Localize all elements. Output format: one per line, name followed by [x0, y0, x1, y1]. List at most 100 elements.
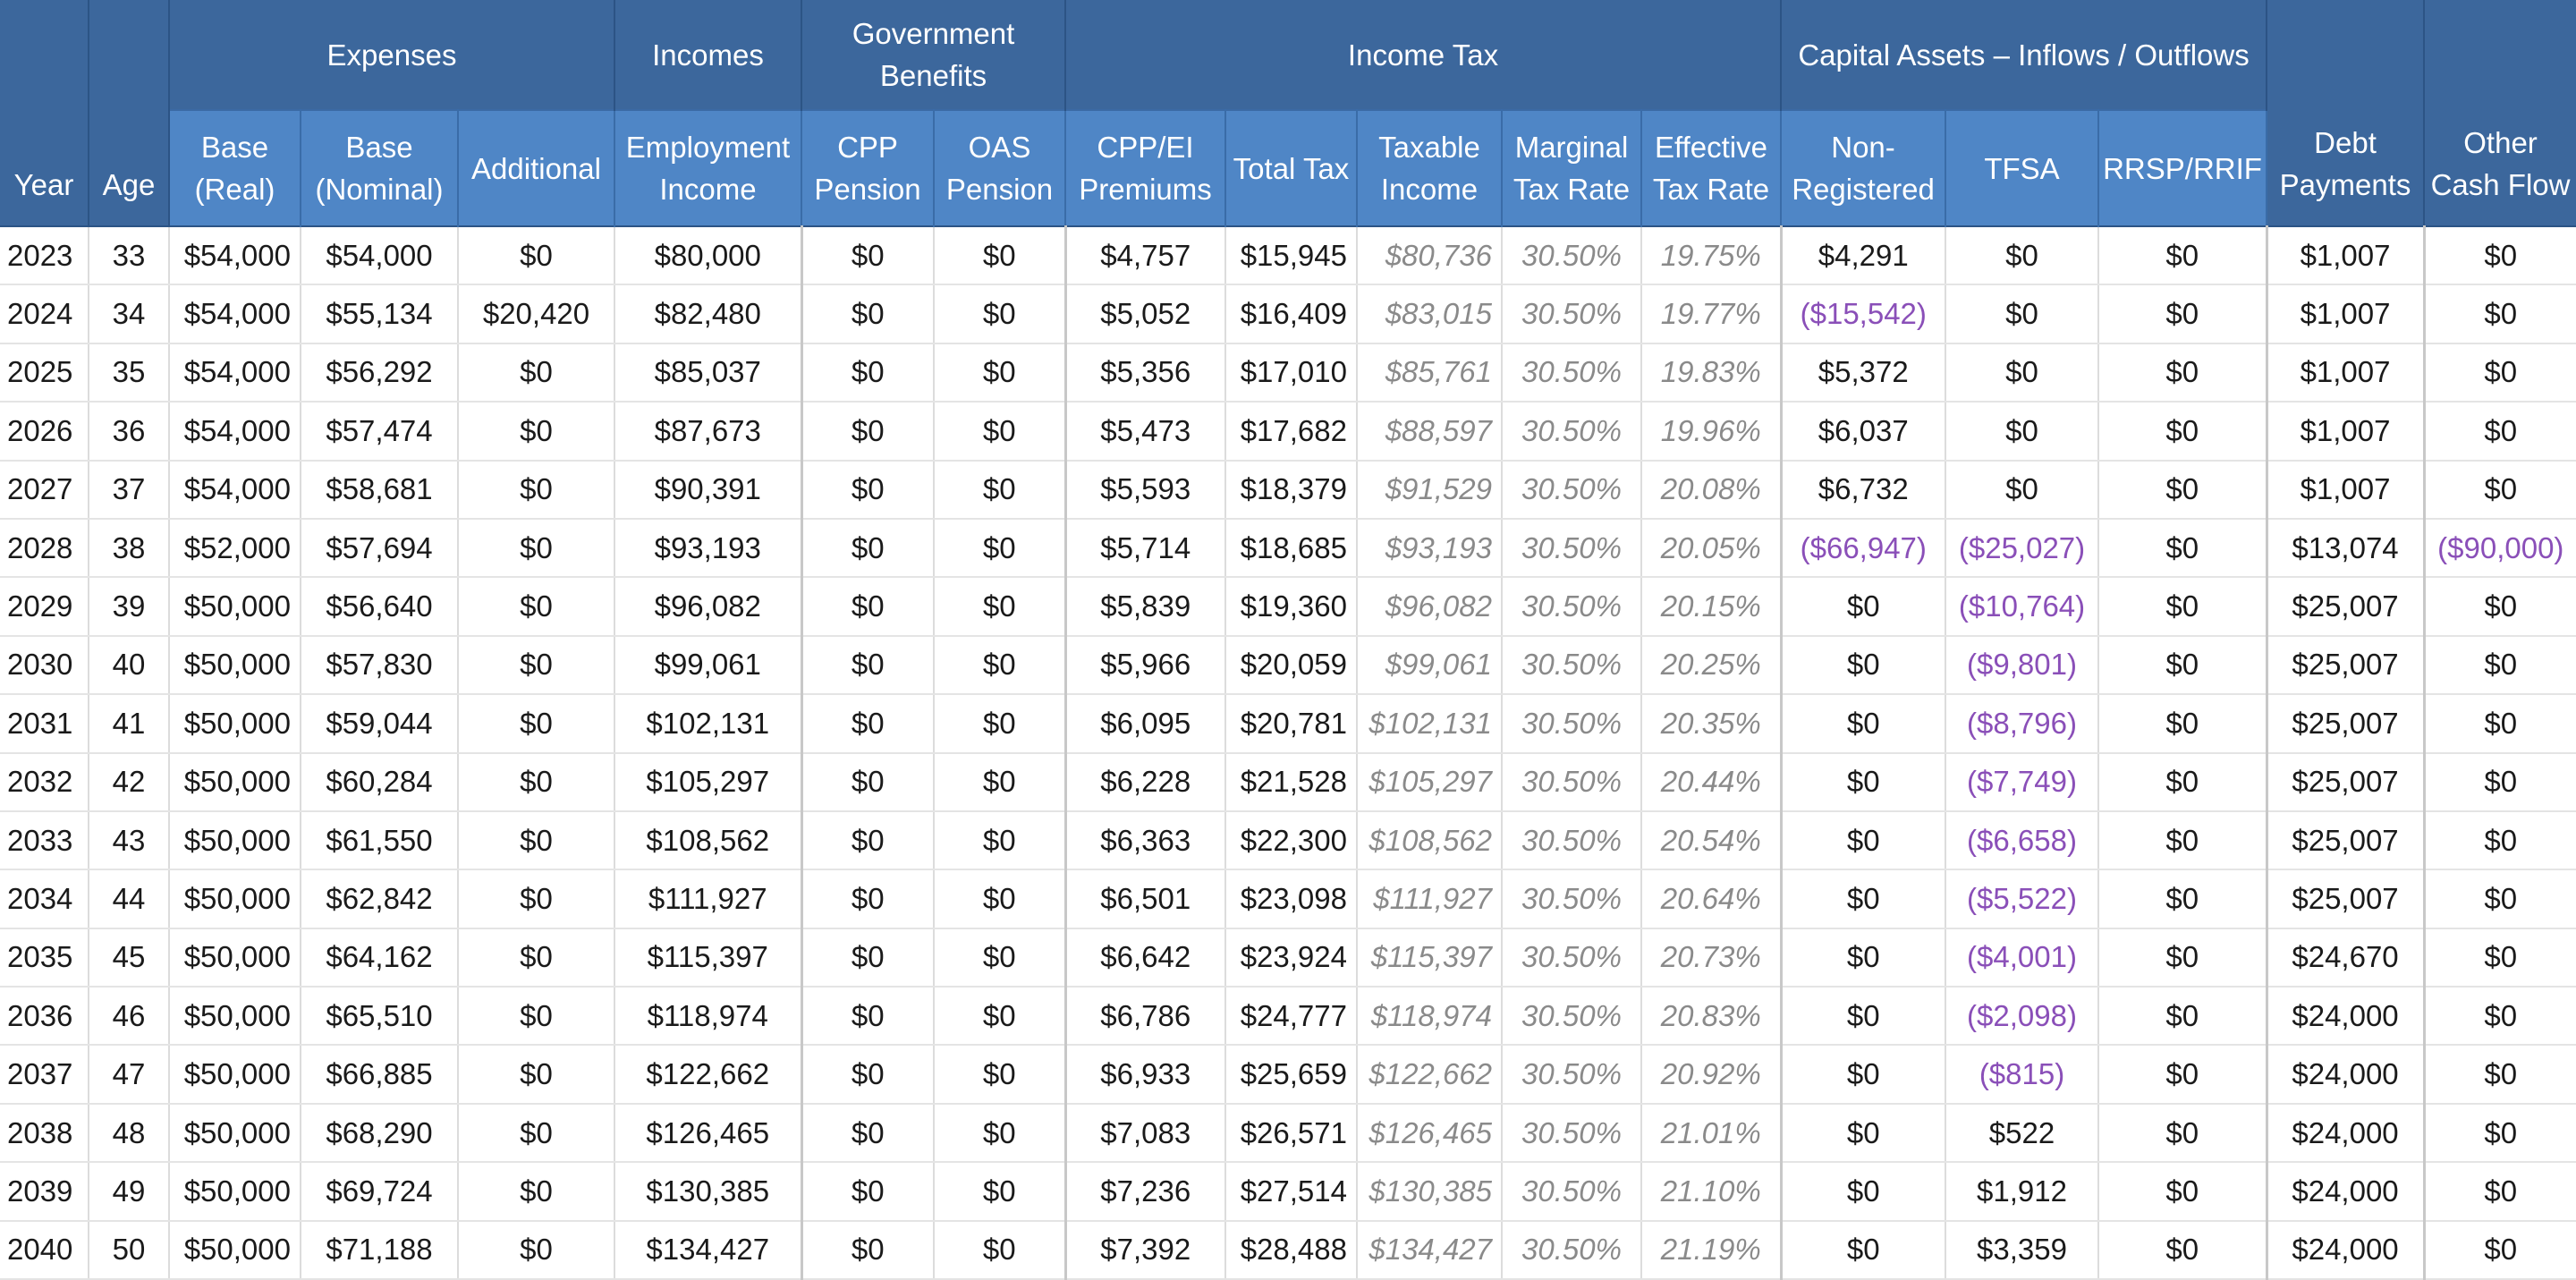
cell-marginal-tax-rate[interactable]: 30.50%: [1502, 810, 1642, 871]
cell-other-cash-flow[interactable]: $0: [2424, 460, 2576, 520]
cell-employment-income[interactable]: $108,562: [614, 810, 803, 871]
cell-other-cash-flow[interactable]: $0: [2424, 869, 2576, 929]
cell-base-real[interactable]: $50,000: [169, 810, 301, 871]
cell-oas-pension[interactable]: $0: [934, 810, 1067, 871]
cell-non-registered[interactable]: $0: [1781, 928, 1947, 988]
cell-rrsp-rrif[interactable]: $0: [2098, 343, 2268, 403]
cell-non-registered[interactable]: $0: [1781, 1103, 1947, 1164]
cell-other-cash-flow[interactable]: $0: [2424, 1220, 2576, 1280]
cell-age[interactable]: 33: [89, 226, 170, 286]
cell-cpp-pension[interactable]: $0: [801, 1045, 935, 1105]
cell-additional[interactable]: $0: [458, 226, 615, 286]
cell-tfsa[interactable]: $1,912: [1945, 1162, 2100, 1222]
cell-tfsa[interactable]: ($7,749): [1945, 752, 2100, 812]
cell-year[interactable]: 2025: [0, 343, 89, 403]
table-row[interactable]: 2035 45 $50,000 $64,162 $0 $115,397 $0 $0 $6,642…: [0, 928, 2576, 988]
cell-tfsa[interactable]: $0: [1945, 226, 2100, 286]
cell-debt-payments[interactable]: $24,000: [2267, 987, 2426, 1047]
cell-oas-pension[interactable]: $0: [934, 928, 1067, 988]
cell-oas-pension[interactable]: $0: [934, 694, 1067, 754]
cell-taxable-income[interactable]: $115,397: [1357, 928, 1503, 988]
cell-rrsp-rrif[interactable]: $0: [2098, 1162, 2268, 1222]
cell-effective-tax-rate[interactable]: 20.92%: [1641, 1045, 1783, 1105]
cell-cpp-ei-premiums[interactable]: $5,593: [1065, 460, 1226, 520]
cell-age[interactable]: 43: [89, 810, 170, 871]
cell-cpp-pension[interactable]: $0: [801, 343, 935, 403]
cell-age[interactable]: 39: [89, 577, 170, 637]
cell-additional[interactable]: $0: [458, 928, 615, 988]
cell-taxable-income[interactable]: $93,193: [1357, 518, 1503, 579]
cell-non-registered[interactable]: $6,732: [1781, 460, 1947, 520]
cell-cpp-ei-premiums[interactable]: $7,236: [1065, 1162, 1226, 1222]
cell-other-cash-flow[interactable]: $0: [2424, 402, 2576, 462]
cell-base-nominal[interactable]: $59,044: [301, 694, 459, 754]
cell-year[interactable]: 2029: [0, 577, 89, 637]
cell-effective-tax-rate[interactable]: 20.44%: [1641, 752, 1783, 812]
cell-base-real[interactable]: $50,000: [169, 1045, 301, 1105]
cell-year[interactable]: 2035: [0, 928, 89, 988]
cell-effective-tax-rate[interactable]: 20.83%: [1641, 987, 1783, 1047]
cell-cpp-ei-premiums[interactable]: $6,642: [1065, 928, 1226, 988]
cell-employment-income[interactable]: $82,480: [614, 284, 803, 344]
cell-employment-income[interactable]: $93,193: [614, 518, 803, 579]
cell-rrsp-rrif[interactable]: $0: [2098, 226, 2268, 286]
cell-cpp-ei-premiums[interactable]: $6,786: [1065, 987, 1226, 1047]
cell-base-real[interactable]: $50,000: [169, 869, 301, 929]
cell-base-real[interactable]: $54,000: [169, 226, 301, 286]
cell-year[interactable]: 2031: [0, 694, 89, 754]
table-row[interactable]: 2030 40 $50,000 $57,830 $0 $99,061 $0 $0 $5,966 $…: [0, 635, 2576, 696]
cell-oas-pension[interactable]: $0: [934, 343, 1067, 403]
cell-marginal-tax-rate[interactable]: 30.50%: [1502, 869, 1642, 929]
cell-tfsa[interactable]: ($10,764): [1945, 577, 2100, 637]
header-cpp-pension[interactable]: CPP Pension: [801, 109, 935, 226]
cell-year[interactable]: 2030: [0, 635, 89, 696]
cell-oas-pension[interactable]: $0: [934, 1220, 1067, 1280]
cell-rrsp-rrif[interactable]: $0: [2098, 635, 2268, 696]
cell-year[interactable]: 2038: [0, 1103, 89, 1164]
cell-base-real[interactable]: $52,000: [169, 518, 301, 579]
cell-debt-payments[interactable]: $1,007: [2267, 343, 2426, 403]
cell-base-nominal[interactable]: $71,188: [301, 1220, 459, 1280]
header-oas-pension[interactable]: OAS Pension: [934, 109, 1066, 226]
cell-additional[interactable]: $0: [458, 635, 615, 696]
cell-debt-payments[interactable]: $25,007: [2267, 577, 2426, 637]
cell-age[interactable]: 42: [89, 752, 170, 812]
cell-rrsp-rrif[interactable]: $0: [2098, 694, 2268, 754]
cell-year[interactable]: 2036: [0, 987, 89, 1047]
cell-base-nominal[interactable]: $66,885: [301, 1045, 459, 1105]
cell-base-real[interactable]: $54,000: [169, 460, 301, 520]
cell-base-nominal[interactable]: $57,694: [301, 518, 459, 579]
cell-taxable-income[interactable]: $85,761: [1357, 343, 1503, 403]
cell-cpp-ei-premiums[interactable]: $7,083: [1065, 1103, 1226, 1164]
cell-year[interactable]: 2023: [0, 226, 89, 286]
cell-cpp-ei-premiums[interactable]: $6,501: [1065, 869, 1226, 929]
cell-age[interactable]: 50: [89, 1220, 170, 1280]
table-row[interactable]: 2037 47 $50,000 $66,885 $0 $122,662 $0 $0 $6,933…: [0, 1045, 2576, 1105]
cell-effective-tax-rate[interactable]: 21.19%: [1641, 1220, 1783, 1280]
cell-taxable-income[interactable]: $118,974: [1357, 987, 1503, 1047]
cell-oas-pension[interactable]: $0: [934, 1045, 1067, 1105]
cell-additional[interactable]: $0: [458, 810, 615, 871]
cell-cpp-pension[interactable]: $0: [801, 518, 935, 579]
cell-employment-income[interactable]: $80,000: [614, 226, 803, 286]
cell-year[interactable]: 2028: [0, 518, 89, 579]
cell-base-nominal[interactable]: $65,510: [301, 987, 459, 1047]
cell-rrsp-rrif[interactable]: $0: [2098, 402, 2268, 462]
cell-non-registered[interactable]: $0: [1781, 1162, 1947, 1222]
cell-oas-pension[interactable]: $0: [934, 577, 1067, 637]
cell-total-tax[interactable]: $17,682: [1225, 402, 1358, 462]
cell-oas-pension[interactable]: $0: [934, 402, 1067, 462]
cell-taxable-income[interactable]: $99,061: [1357, 635, 1503, 696]
cell-effective-tax-rate[interactable]: 21.10%: [1641, 1162, 1783, 1222]
cell-other-cash-flow[interactable]: $0: [2424, 577, 2576, 637]
cell-cpp-ei-premiums[interactable]: $5,839: [1065, 577, 1226, 637]
cell-cpp-ei-premiums[interactable]: $5,966: [1065, 635, 1226, 696]
cell-debt-payments[interactable]: $1,007: [2267, 226, 2426, 286]
cell-taxable-income[interactable]: $80,736: [1357, 226, 1503, 286]
cell-rrsp-rrif[interactable]: $0: [2098, 1220, 2268, 1280]
cell-non-registered[interactable]: $5,372: [1781, 343, 1947, 403]
cell-other-cash-flow[interactable]: ($90,000): [2424, 518, 2576, 579]
table-row[interactable]: 2039 49 $50,000 $69,724 $0 $130,385 $0 $0 $7,236…: [0, 1162, 2576, 1222]
cell-age[interactable]: 48: [89, 1103, 170, 1164]
cell-employment-income[interactable]: $111,927: [614, 869, 803, 929]
